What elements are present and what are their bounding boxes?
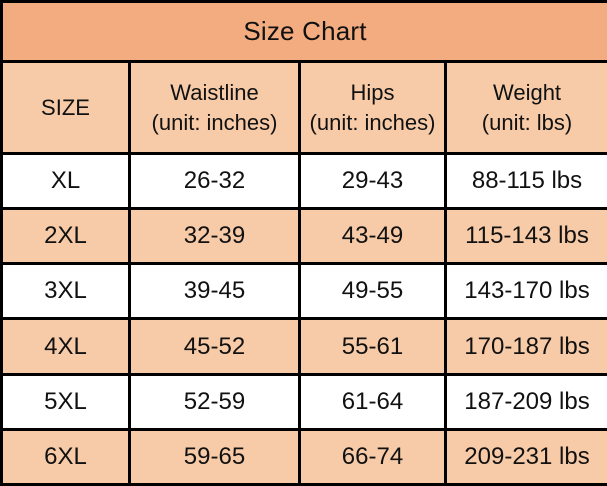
table-row: 3XL 39-45 49-55 143-170 lbs [0,262,607,321]
column-label: SIZE [41,94,90,120]
size-cell: 2XL [0,207,131,266]
column-label: Waistline [170,79,259,105]
table-row: 2XL 32-39 43-49 115-143 lbs [0,207,607,266]
table-title-row: Size Chart [0,0,607,63]
size-cell: 3XL [0,262,131,321]
column-header-waistline: Waistline (unit: inches) [128,60,301,155]
waistline-cell: 52-59 [128,372,301,431]
column-header-hips: Hips (unit: inches) [298,60,447,155]
page-title: Size Chart [0,0,607,63]
waistline-cell: 32-39 [128,207,301,266]
weight-cell: 187-209 lbs [443,372,607,431]
table-row: 4XL 45-52 55-61 170-187 lbs [0,317,607,376]
waistline-cell: 26-32 [128,151,301,211]
column-label: Weight [492,79,562,105]
table-row: XL 26-32 29-43 88-115 lbs [0,151,607,211]
waistline-cell: 39-45 [128,262,301,321]
weight-cell: 209-231 lbs [443,427,607,486]
waistline-cell: 59-65 [128,427,301,486]
weight-cell: 170-187 lbs [443,317,607,376]
hips-cell: 43-49 [298,207,447,266]
column-sublabel: (unit: lbs) [481,109,573,135]
weight-cell: 88-115 lbs [443,151,607,211]
column-sublabel: (unit: inches) [151,109,278,135]
hips-cell: 55-61 [298,317,447,376]
column-header-size: SIZE [0,60,131,155]
column-label: Hips [350,79,395,105]
weight-cell: 115-143 lbs [443,207,607,266]
size-cell: 5XL [0,372,131,431]
hips-cell: 49-55 [298,262,447,321]
hips-cell: 66-74 [298,427,447,486]
hips-cell: 61-64 [298,372,447,431]
hips-cell: 29-43 [298,151,447,211]
size-cell: 4XL [0,317,131,376]
size-cell: 6XL [0,427,131,486]
column-sublabel: (unit: inches) [309,109,436,135]
waistline-cell: 45-52 [128,317,301,376]
column-header-weight: Weight (unit: lbs) [443,60,607,155]
table-header-row: SIZE Waistline (unit: inches) Hips (unit… [0,60,607,155]
weight-cell: 143-170 lbs [443,262,607,321]
table-row: 6XL 59-65 66-74 209-231 lbs [0,427,607,486]
table-row: 5XL 52-59 61-64 187-209 lbs [0,372,607,431]
size-cell: XL [0,151,131,211]
